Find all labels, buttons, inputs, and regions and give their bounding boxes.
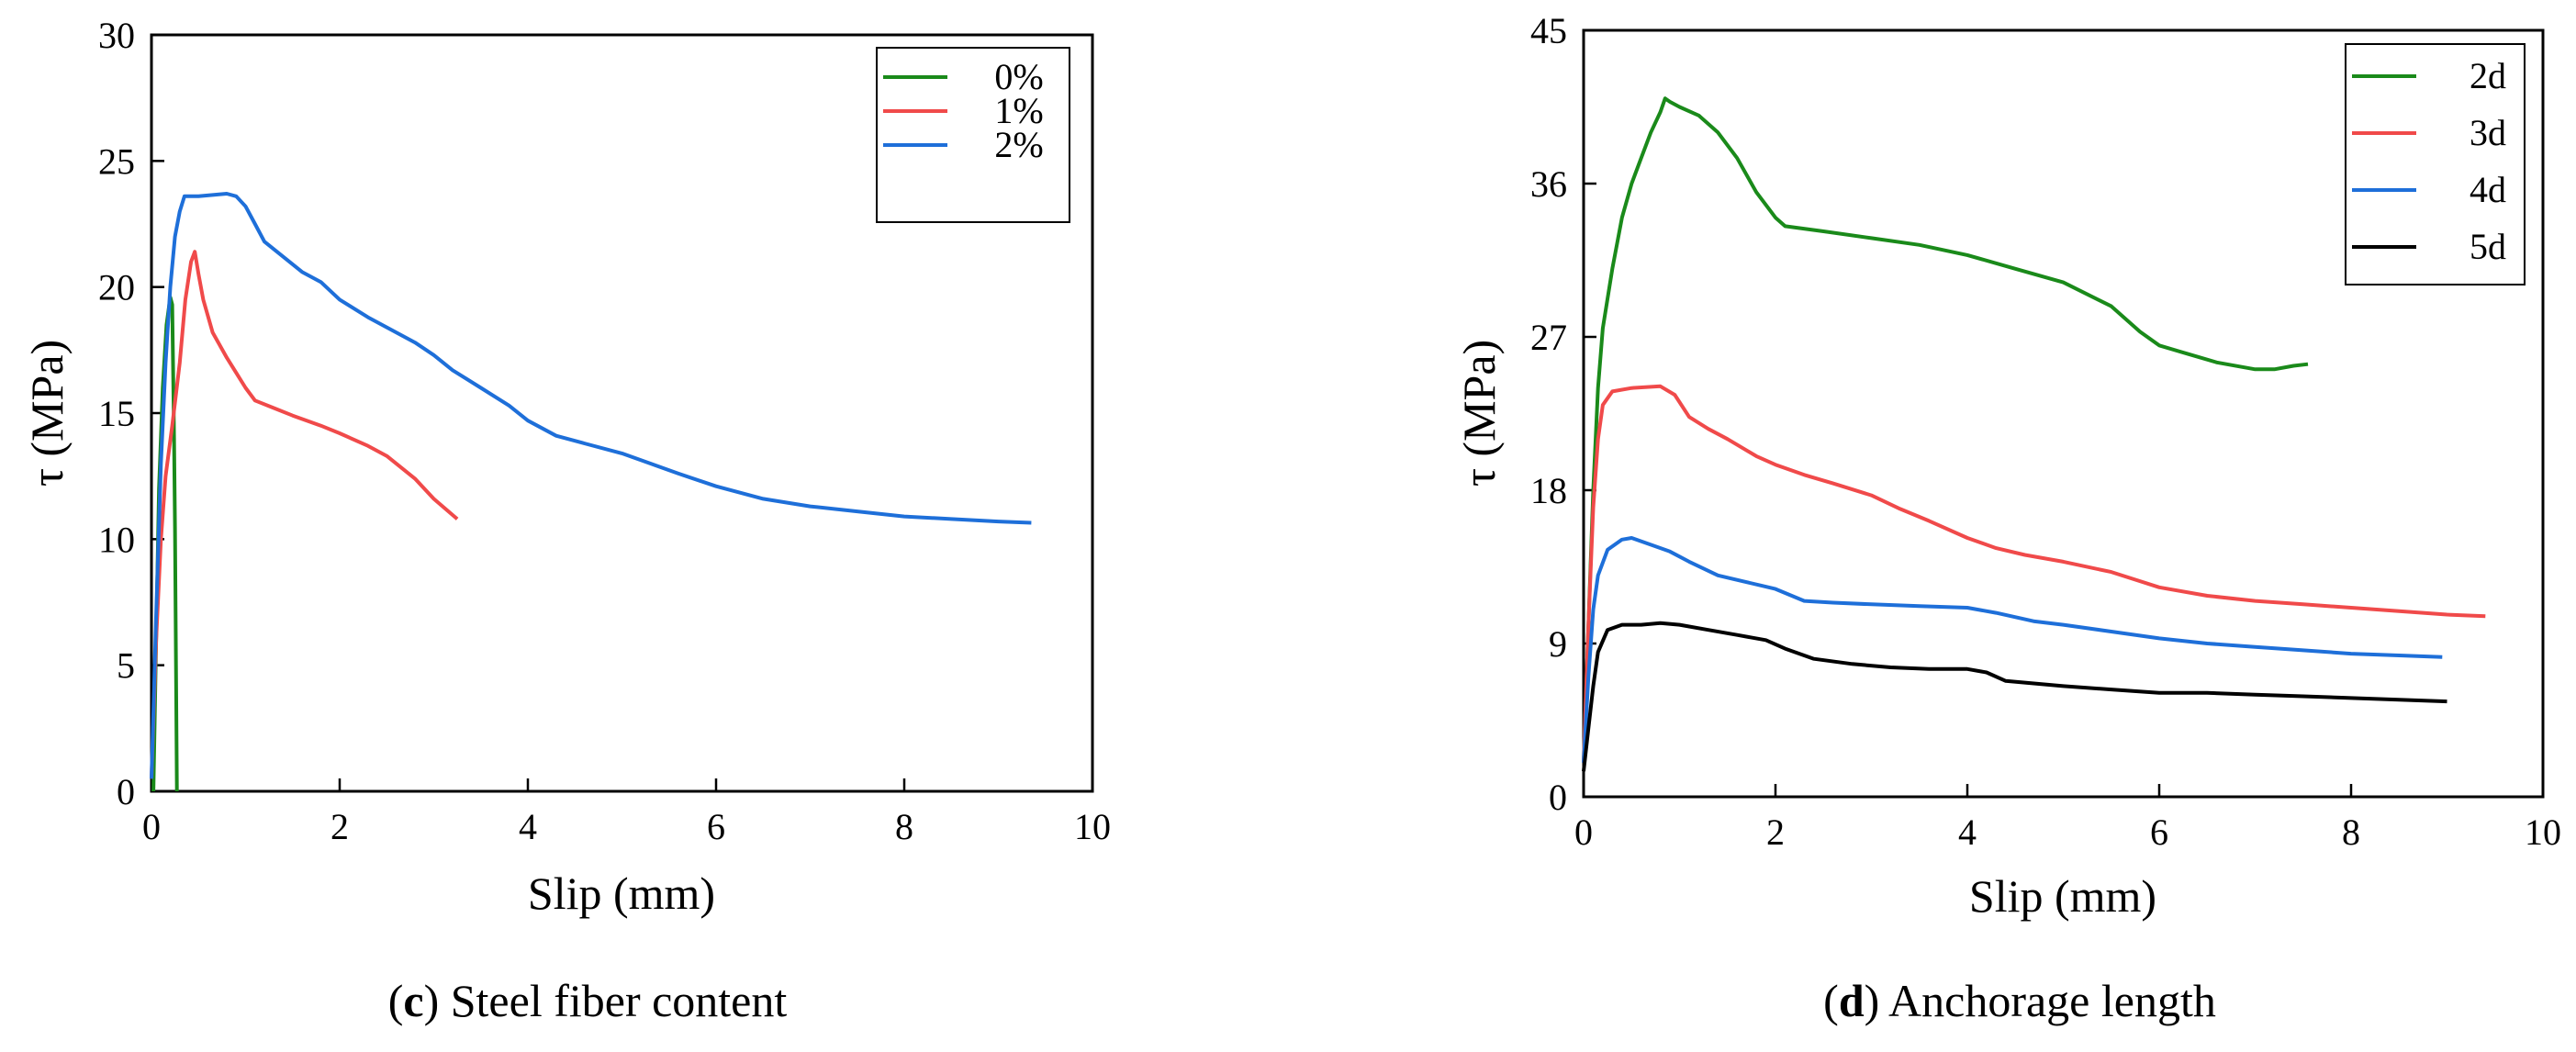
x-tick-label-d-2: 4 xyxy=(1958,811,1977,853)
legend-label-d-1: 3d xyxy=(2470,112,2506,153)
plot-frame-d xyxy=(1582,28,2545,799)
x-tick-label-d-3: 6 xyxy=(2150,811,2168,853)
y-axis-title-c: τ (MPa) xyxy=(21,340,73,487)
legend-label-d-0: 2d xyxy=(2470,55,2506,96)
legend-box-d xyxy=(2345,43,2526,285)
y-tick-label-d-1: 9 xyxy=(1549,623,1567,665)
y-tick-label-c-3: 15 xyxy=(98,393,135,434)
x-axis-c: 0 2 4 6 8 10 xyxy=(142,778,1111,847)
y-tick-label-d-5: 45 xyxy=(1530,10,1567,51)
x-tick-label-d-5: 10 xyxy=(2525,811,2561,853)
caption-text-c: Steel fiber content xyxy=(439,975,787,1026)
x-tick-label-c-5: 10 xyxy=(1074,806,1111,847)
y-tick-label-c-5: 25 xyxy=(98,140,135,182)
y-tick-label-d-0: 0 xyxy=(1549,777,1567,818)
y-axis-c: 0 5 10 15 20 25 30 xyxy=(98,15,164,812)
legend-d: 2d 3d 4d 5d xyxy=(2345,43,2526,285)
x-tick-label-c-0: 0 xyxy=(142,806,161,847)
y-tick-label-c-4: 20 xyxy=(98,267,135,308)
y-tick-label-d-3: 27 xyxy=(1530,317,1567,358)
series-line-d-3d xyxy=(1582,384,2486,763)
series-line-d-4d xyxy=(1582,536,2443,764)
y-tick-label-d-2: 18 xyxy=(1530,470,1567,511)
legend-label-c-0: 0% xyxy=(994,56,1043,97)
y-axis-title-d: τ (MPa) xyxy=(1453,340,1505,487)
y-tick-label-c-2: 10 xyxy=(98,519,135,560)
y-axis-d: 0 9 18 27 36 45 xyxy=(1530,10,1596,818)
y-tick-label-c-1: 5 xyxy=(117,645,135,687)
series-line-c-2pct xyxy=(150,192,1032,779)
x-axis-title-d: Slip (mm) xyxy=(1969,870,2156,922)
caption-letter-d: d xyxy=(1839,975,1865,1026)
legend-c: 0%1%2% xyxy=(876,47,1070,223)
y-tick-label-d-4: 36 xyxy=(1530,163,1567,205)
x-axis-d: 0 2 4 6 8 10 xyxy=(1574,784,2561,853)
caption-letter-c: c xyxy=(403,975,423,1026)
legend-label-c-2: 2% xyxy=(994,124,1043,165)
caption-c: (c) Steel fiber content xyxy=(388,975,788,1026)
series-line-d-2d xyxy=(1582,96,2309,763)
x-tick-label-c-4: 8 xyxy=(895,806,913,847)
caption-d: (d) Anchorage length xyxy=(1823,975,2216,1026)
series-line-c-1pct xyxy=(150,250,459,779)
y-tick-label-c-6: 30 xyxy=(98,15,135,56)
series-line-d-5d xyxy=(1582,621,2447,772)
caption-text-d: Anchorage length xyxy=(1879,975,2216,1026)
y-tick-label-c-0: 0 xyxy=(117,771,135,812)
x-axis-title-c: Slip (mm) xyxy=(528,867,715,919)
panel-c: 0 2 4 6 8 10 0 5 10 15 20 25 30 Slip (mm) τ (MPa) 0… xyxy=(21,15,1111,1026)
x-tick-label-c-1: 2 xyxy=(330,806,349,847)
legend-label-c-1: 1% xyxy=(994,90,1043,131)
legend-label-d-3: 5d xyxy=(2470,226,2506,267)
x-tick-label-d-1: 2 xyxy=(1766,811,1785,853)
legend-label-d-2: 4d xyxy=(2470,169,2506,210)
x-tick-label-d-0: 0 xyxy=(1574,811,1593,853)
series-lines-d xyxy=(1582,96,2486,772)
panel-d: 0 2 4 6 8 10 0 9 18 27 36 45 Slip (mm) τ (MPa) 2d 3… xyxy=(1453,10,2561,1026)
x-tick-label-c-3: 6 xyxy=(707,806,725,847)
x-tick-label-d-4: 8 xyxy=(2342,811,2360,853)
x-tick-label-c-2: 4 xyxy=(519,806,537,847)
series-lines-c xyxy=(150,192,1032,792)
